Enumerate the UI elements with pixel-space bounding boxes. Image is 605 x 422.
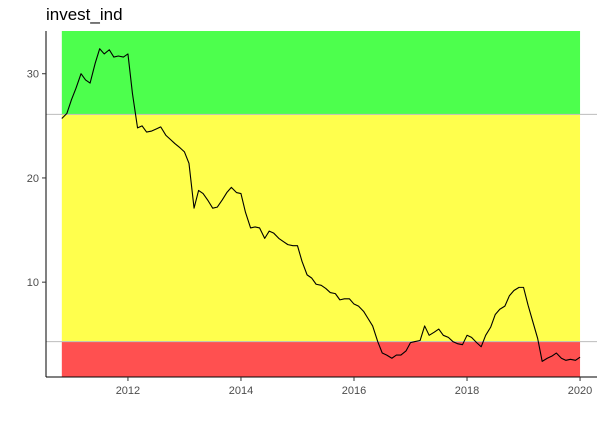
- chart-title: invest_ind: [46, 5, 123, 24]
- color-bands: [61, 31, 581, 377]
- band-1: [61, 114, 581, 342]
- x-tick-label-2018: 2018: [455, 385, 479, 397]
- x-tick-label-2012: 2012: [116, 385, 140, 397]
- x-tick-label-2020: 2020: [568, 385, 592, 397]
- axes: 10 20 30 2012 2014 2016 2018 2020: [27, 31, 597, 397]
- band-2: [61, 31, 581, 115]
- series-line: [61, 48, 581, 362]
- x-tick-label-2014: 2014: [229, 385, 253, 397]
- y-tick-label-10: 10: [27, 277, 39, 289]
- x-tick-label-2016: 2016: [342, 385, 366, 397]
- y-tick-label-30: 30: [27, 69, 39, 81]
- reference-lines: [46, 113, 597, 343]
- y-tick-label-20: 20: [27, 173, 39, 185]
- band-0: [61, 341, 581, 377]
